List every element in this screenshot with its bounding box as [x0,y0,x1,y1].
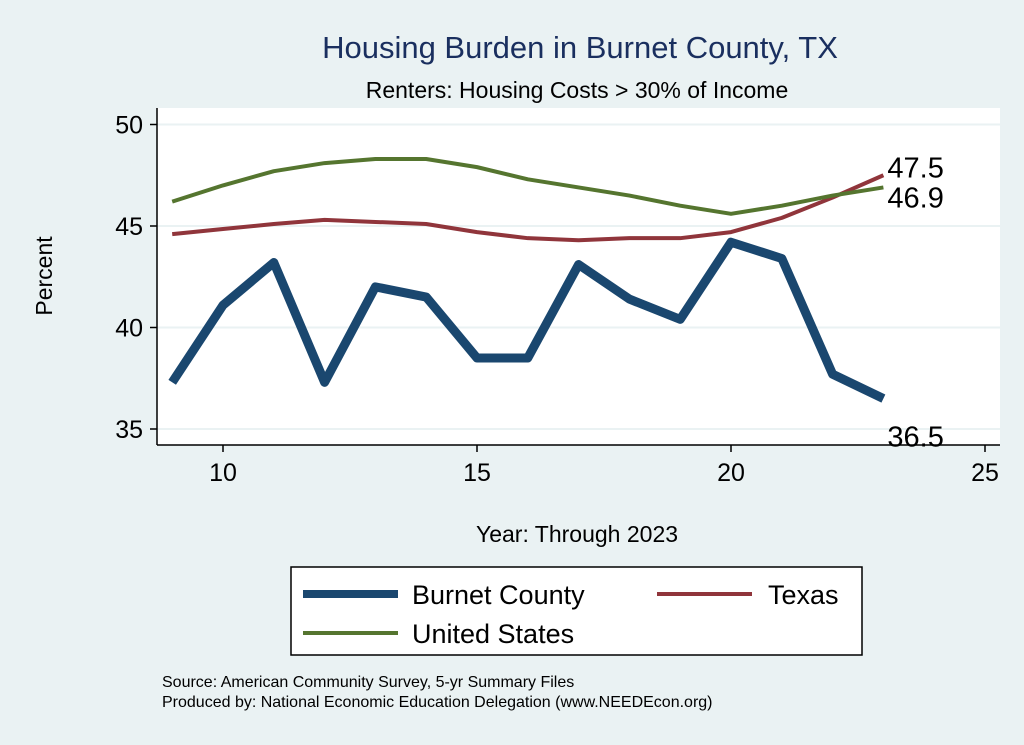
y-tick-label: 50 [115,112,143,140]
y-tick-label: 45 [115,213,143,241]
chart-title: Housing Burden in Burnet County, TX [322,30,838,65]
producer-note: Produced by: National Economic Education… [162,694,713,711]
legend: Burnet County Texas United States [290,566,863,656]
legend-label-texas: Texas [768,580,839,610]
x-tick-label: 20 [717,459,745,487]
y-axis-label: Percent [31,236,57,316]
legend-box [290,566,863,656]
y-tick-label: 35 [115,416,143,444]
x-tick-label: 15 [463,459,491,487]
end-label-burnet: 36.5 [887,422,943,454]
y-tick-label: 40 [115,315,143,343]
end-label-us: 46.9 [887,182,943,214]
chart-subtitle: Renters: Housing Costs > 30% of Income [366,77,789,103]
x-tick-label: 25 [971,459,999,487]
end-label-texas: 47.5 [887,152,943,184]
source-note: Source: American Community Survey, 5-yr … [162,674,574,691]
x-axis-label: Year: Through 2023 [476,521,678,547]
legend-label-burnet: Burnet County [412,580,585,610]
legend-label-us: United States [412,619,574,649]
x-tick-label: 10 [209,459,237,487]
